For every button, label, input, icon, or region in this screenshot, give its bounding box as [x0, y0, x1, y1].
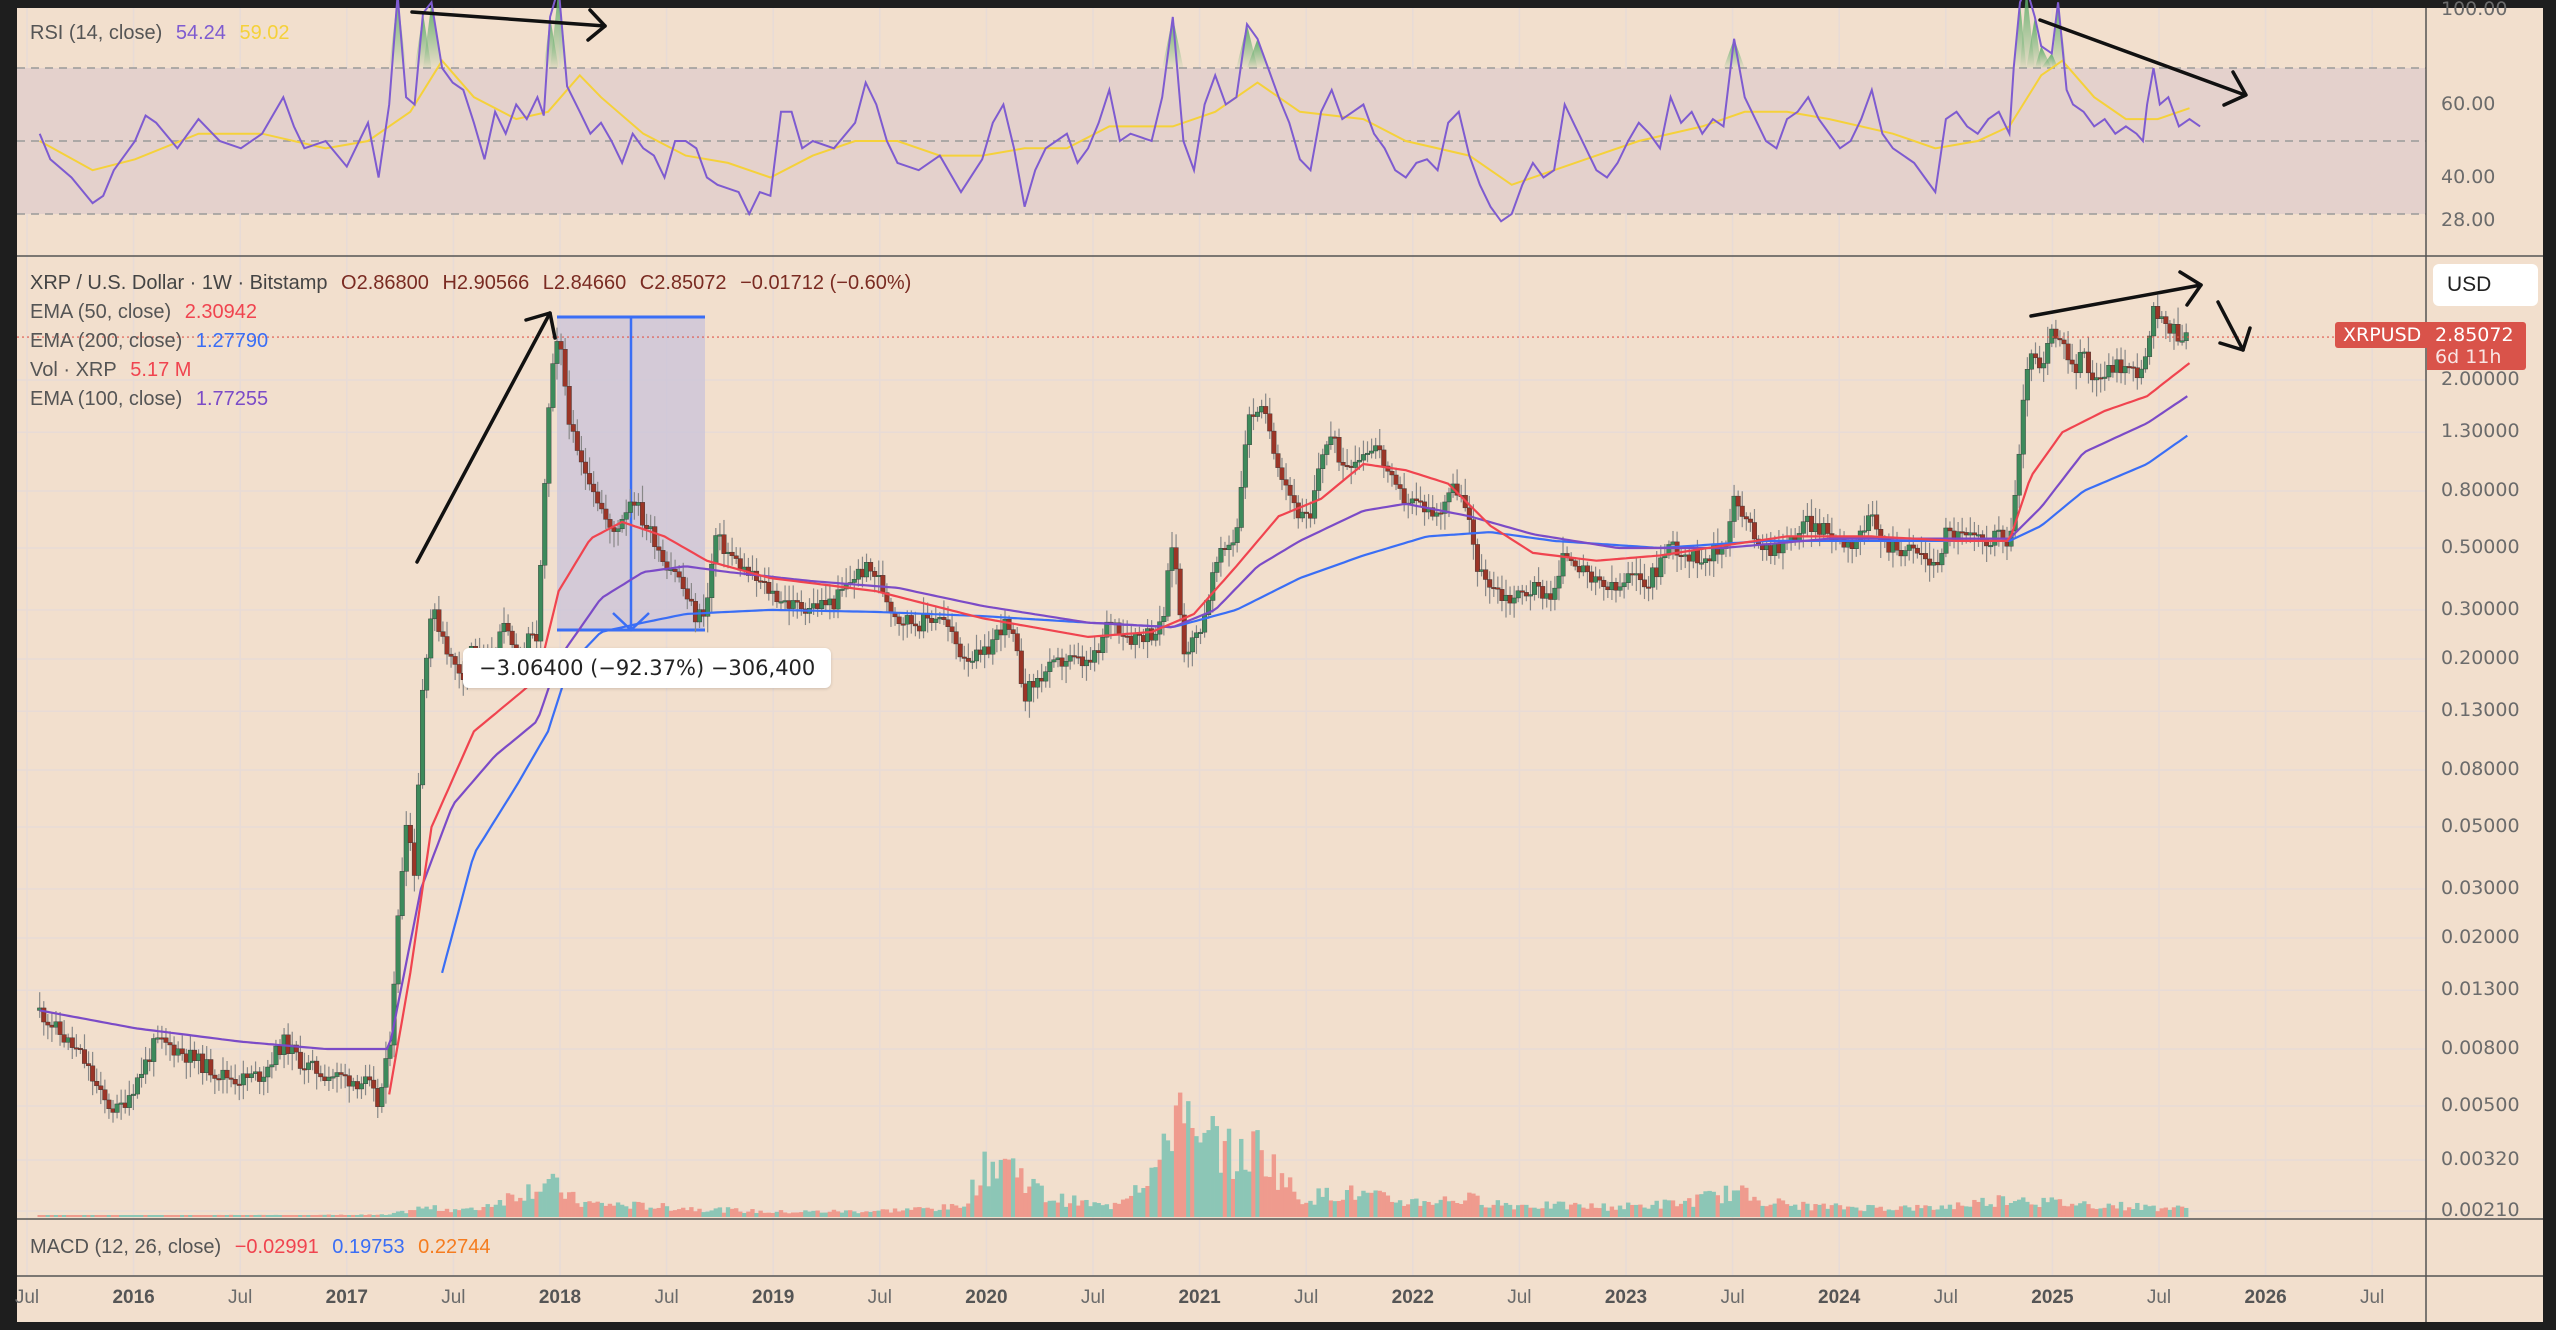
ohlc-open: O2.86800: [341, 272, 429, 294]
bar-countdown: 6d 11h: [2435, 346, 2502, 368]
ohlc-change: −0.01712 (−0.60%): [740, 272, 912, 294]
time-tick-label: Jul: [1720, 1287, 1745, 1308]
time-tick-label: 2024: [1818, 1287, 1861, 1308]
rsi-tick-label: 40.00: [2441, 165, 2496, 188]
symbol-title[interactable]: XRP / U.S. Dollar · 1W · Bitstamp: [30, 272, 328, 294]
macd-hist-value: 0.22744: [418, 1236, 491, 1258]
time-tick-label: 2022: [1391, 1287, 1434, 1308]
time-tick-label: Jul: [1507, 1287, 1532, 1308]
ema100-label: EMA (100, close): [30, 388, 183, 410]
time-tick-label: Jul: [654, 1287, 679, 1308]
time-tick-label: Jul: [1933, 1287, 1958, 1308]
ohlc-close: C2.85072: [639, 272, 727, 294]
volume-legend[interactable]: Vol · XRP 5.17 M: [30, 359, 199, 382]
rsi-legend: RSI (14, close) 54.24 59.02: [30, 22, 298, 45]
price-tick-label: 1.30000: [2441, 420, 2520, 443]
ema100-value: 1.77255: [195, 388, 269, 410]
price-tick-label: 0.13000: [2441, 699, 2520, 722]
ema100-legend[interactable]: EMA (100, close) 1.77255: [30, 388, 276, 411]
macd-value: −0.02991: [234, 1236, 319, 1258]
rsi-tick-label: 28.00: [2441, 209, 2496, 232]
ohlc-low: L2.84660: [542, 272, 627, 294]
ema50-label: EMA (50, close): [30, 301, 172, 323]
ema50-legend[interactable]: EMA (50, close) 2.30942: [30, 301, 265, 324]
main-legend: XRP / U.S. Dollar · 1W · Bitstamp O2.868…: [30, 272, 919, 295]
price-tick-label: 0.01300: [2441, 978, 2520, 1001]
macd-legend[interactable]: MACD (12, 26, close) −0.02991 0.19753 0.…: [30, 1236, 498, 1259]
time-tick-label: Jul: [441, 1287, 466, 1308]
price-tick-label: 2.00000: [2441, 368, 2520, 390]
volume-value: 5.17 M: [130, 359, 192, 381]
time-tick-label: 2026: [2244, 1287, 2287, 1308]
price-tick-label: 0.80000: [2441, 479, 2520, 502]
time-tick-label: 2023: [1604, 1287, 1648, 1308]
rsi-label: RSI (14, close): [30, 22, 163, 44]
rsi-tick-label: 100.00: [2441, 0, 2508, 20]
time-tick-label: 2019: [752, 1287, 795, 1308]
symbol-tag: XRPUSD: [2335, 322, 2430, 348]
ema200-legend[interactable]: EMA (200, close) 1.27790: [30, 330, 276, 353]
measure-tool-label[interactable]: −3.06400 (−92.37%) −306,400: [463, 648, 832, 688]
price-tick-label: 0.02000: [2441, 926, 2520, 948]
last-price: 2.85072: [2435, 324, 2514, 346]
price-tick-label: 0.00500: [2441, 1093, 2520, 1116]
volume-label: Vol · XRP: [30, 359, 117, 381]
price-tick-label: 0.05000: [2441, 814, 2520, 837]
price-tick-label: 0.08000: [2441, 758, 2520, 781]
time-tick-label: Jul: [1080, 1287, 1106, 1308]
time-tick-label: 2020: [965, 1287, 1008, 1308]
rsi-tick-label: 60.00: [2441, 92, 2496, 115]
time-tick-label: Jul: [14, 1287, 40, 1308]
time-tick-label: 2021: [1178, 1287, 1221, 1308]
chart-frame: [17, 8, 2543, 1322]
ema200-value: 1.27790: [195, 330, 269, 352]
last-price-tag: 2.85072 6d 11h: [2427, 322, 2526, 370]
price-tick-label: 0.00800: [2441, 1037, 2520, 1060]
macd-signal-value: 0.19753: [332, 1236, 405, 1258]
time-tick-label: Jul: [228, 1287, 253, 1308]
time-tick-label: Jul: [2360, 1287, 2385, 1308]
time-tick-label: Jul: [2146, 1287, 2172, 1308]
time-tick-label: Jul: [867, 1287, 892, 1308]
price-tick-label: 0.00320: [2441, 1148, 2520, 1171]
time-tick-label: 2017: [325, 1287, 368, 1308]
price-tick-label: 0.30000: [2441, 597, 2520, 620]
price-tick-label: 0.20000: [2441, 647, 2520, 669]
time-tick-label: 2016: [112, 1287, 155, 1308]
rsi-value: 54.24: [175, 22, 226, 44]
ema50-value: 2.30942: [184, 301, 258, 323]
currency-button[interactable]: USD: [2433, 264, 2538, 306]
time-tick-label: Jul: [1294, 1287, 1319, 1308]
macd-label: MACD (12, 26, close): [30, 1236, 222, 1258]
time-tick-label: 2025: [2031, 1287, 2074, 1308]
ema200-label: EMA (200, close): [30, 330, 183, 352]
price-tick-label: 0.50000: [2441, 535, 2520, 558]
rsi-ma-value: 59.02: [239, 22, 290, 44]
price-tick-label: 0.03000: [2441, 876, 2520, 899]
price-tick-label: 0.00210: [2441, 1199, 2520, 1222]
time-tick-label: 2018: [538, 1287, 582, 1308]
ohlc-high: H2.90566: [442, 272, 530, 294]
